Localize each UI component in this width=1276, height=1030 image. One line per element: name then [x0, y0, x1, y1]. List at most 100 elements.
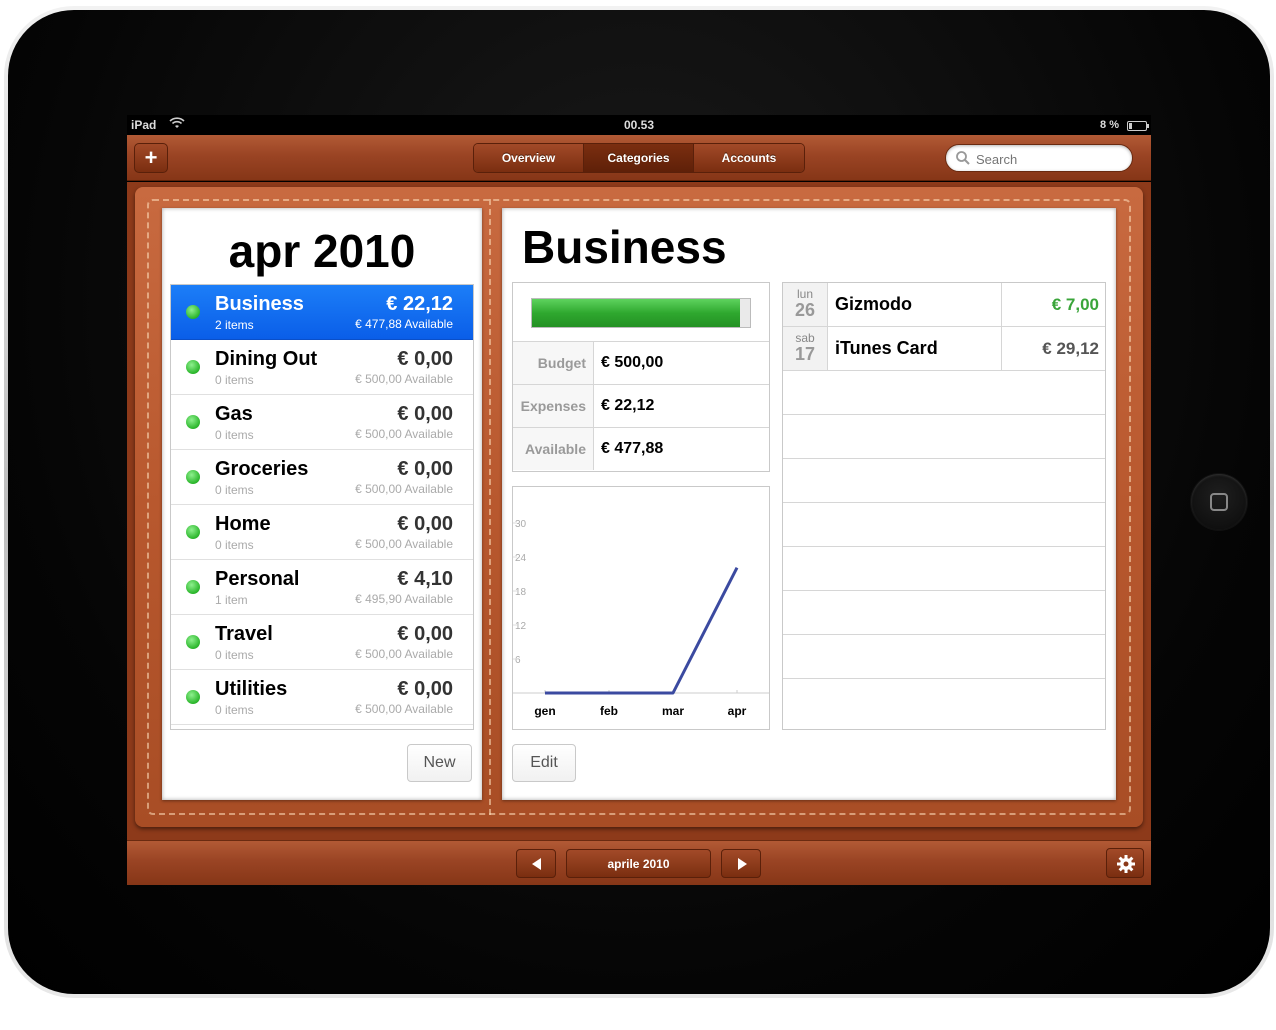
current-month-label[interactable]: aprile 2010 — [566, 849, 711, 878]
empty-row — [783, 459, 1105, 503]
category-name: Groceries — [215, 458, 309, 480]
category-name: Dining Out — [215, 348, 318, 370]
status-dot-icon — [186, 305, 200, 319]
expense-chart: 6 12 18 24 30 gen feb mar apr — [512, 486, 770, 730]
category-available: € 500,00 Available — [355, 482, 453, 496]
budget-value: € 500,00 — [601, 354, 664, 371]
transaction-description: iTunes Card — [835, 338, 938, 358]
category-amount: € 0,00 — [397, 403, 453, 425]
screen: iPad 00.53 8 % + Overview Categories Acc… — [127, 115, 1151, 885]
search-input[interactable] — [976, 150, 1126, 168]
category-row-gas[interactable]: Gas 0 items € 0,00 € 500,00 Available — [171, 395, 473, 450]
category-row-travel[interactable]: Travel 0 items € 0,00 € 500,00 Available — [171, 615, 473, 670]
available-value: € 477,88 — [601, 440, 664, 457]
search-field[interactable] — [945, 144, 1133, 172]
empty-row — [783, 591, 1105, 635]
book-spine — [489, 199, 491, 815]
wifi-icon — [169, 117, 185, 132]
edit-button[interactable]: Edit — [512, 744, 576, 782]
category-count: 0 items — [215, 428, 254, 442]
new-category-button[interactable]: New — [407, 744, 472, 782]
carrier-label: iPad — [131, 118, 157, 132]
bottom-toolbar: aprile 2010 — [127, 840, 1151, 885]
empty-row — [783, 503, 1105, 547]
status-dot-icon — [186, 525, 200, 539]
category-row-groceries[interactable]: Groceries 0 items € 0,00 € 500,00 Availa… — [171, 450, 473, 505]
category-available: € 500,00 Available — [355, 427, 453, 441]
category-row-utilities[interactable]: Utilities 0 items € 0,00 € 500,00 Availa… — [171, 670, 473, 725]
category-name: Personal — [215, 568, 300, 590]
category-title: Business — [522, 221, 727, 273]
status-dot-icon — [186, 690, 200, 704]
battery-icon — [1127, 121, 1149, 131]
y-tick-label: 30 — [515, 519, 527, 530]
category-row-dining-out[interactable]: Dining Out 0 items € 0,00 € 500,00 Avail… — [171, 340, 473, 395]
transaction-description: Gizmodo — [835, 294, 912, 314]
category-amount: € 0,00 — [397, 458, 453, 480]
tab-overview[interactable]: Overview — [474, 144, 584, 172]
transaction-weekday: lun — [796, 287, 813, 301]
category-row-home[interactable]: Home 0 items € 0,00 € 500,00 Available — [171, 505, 473, 560]
y-tick-label: 12 — [515, 621, 527, 632]
budget-progress-row — [513, 283, 769, 342]
transaction-day: 17 — [794, 344, 816, 364]
category-amount: € 22,12 — [386, 293, 453, 315]
category-available: € 477,88 Available — [355, 317, 453, 331]
empty-row — [783, 547, 1105, 591]
transaction-row[interactable]: lun 26 Gizmodo € 7,00 — [783, 283, 1105, 327]
category-count: 0 items — [215, 538, 254, 552]
category-name: Travel — [215, 623, 273, 645]
y-tick-label: 18 — [515, 587, 527, 598]
category-row-business[interactable]: Business 2 items € 22,12 € 477,88 Availa… — [171, 285, 473, 340]
month-title: apr 2010 — [228, 225, 416, 277]
budget-progress-bar — [531, 298, 751, 328]
categories-page: apr 2010 Business 2 items € 22,12 € 477,… — [162, 208, 482, 800]
add-button[interactable]: + — [134, 143, 168, 173]
status-dot-icon — [186, 360, 200, 374]
category-list: Business 2 items € 22,12 € 477,88 Availa… — [170, 284, 474, 730]
transaction-date: lun 26 — [783, 283, 828, 326]
main-area: apr 2010 Business 2 items € 22,12 € 477,… — [127, 182, 1151, 840]
next-month-button[interactable] — [721, 849, 761, 878]
status-dot-icon — [186, 470, 200, 484]
y-tick-label: 6 — [515, 655, 521, 666]
tab-accounts[interactable]: Accounts — [694, 144, 804, 172]
series-line — [545, 566, 739, 695]
top-toolbar: + Overview Categories Accounts — [127, 135, 1151, 181]
budget-summary: Budget € 500,00 Expenses € 22,12 Availab… — [512, 282, 770, 472]
x-tick-label: mar — [662, 704, 684, 718]
available-row: Available € 477,88 — [513, 428, 769, 471]
home-button[interactable] — [1191, 474, 1247, 530]
category-count: 2 items — [215, 318, 254, 332]
expenses-label: Expenses — [513, 385, 594, 427]
transaction-row[interactable]: sab 17 iTunes Card € 29,12 — [783, 327, 1105, 371]
gear-icon — [1117, 855, 1135, 873]
empty-row — [783, 635, 1105, 679]
empty-row — [783, 415, 1105, 459]
home-square-icon — [1210, 493, 1228, 511]
budget-row: Budget € 500,00 — [513, 342, 769, 385]
category-count: 0 items — [215, 373, 254, 387]
available-label: Available — [513, 428, 594, 470]
status-dot-icon — [186, 415, 200, 429]
category-available: € 500,00 Available — [355, 372, 453, 386]
category-name: Gas — [215, 403, 253, 425]
category-count: 1 item — [215, 593, 248, 607]
stitching — [147, 199, 1131, 815]
category-amount: € 0,00 — [397, 678, 453, 700]
category-row-personal[interactable]: Personal 1 item € 4,10 € 495,90 Availabl… — [171, 560, 473, 615]
previous-month-button[interactable] — [516, 849, 556, 878]
tab-categories[interactable]: Categories — [584, 144, 694, 172]
x-tick-label: feb — [600, 704, 618, 718]
category-available: € 500,00 Available — [355, 647, 453, 661]
category-available: € 500,00 Available — [355, 702, 453, 716]
status-dot-icon — [186, 580, 200, 594]
category-detail-page: Business Budget € 500,00 Expenses € 22,1… — [502, 208, 1116, 800]
category-count: 0 items — [215, 483, 254, 497]
category-name: Business — [215, 293, 304, 315]
budget-progress-fill — [532, 299, 741, 327]
transaction-amount: € 7,00 — [1001, 283, 1105, 326]
status-bar: iPad 00.53 8 % — [127, 115, 1151, 135]
settings-button[interactable] — [1106, 848, 1144, 878]
category-count: 0 items — [215, 648, 254, 662]
